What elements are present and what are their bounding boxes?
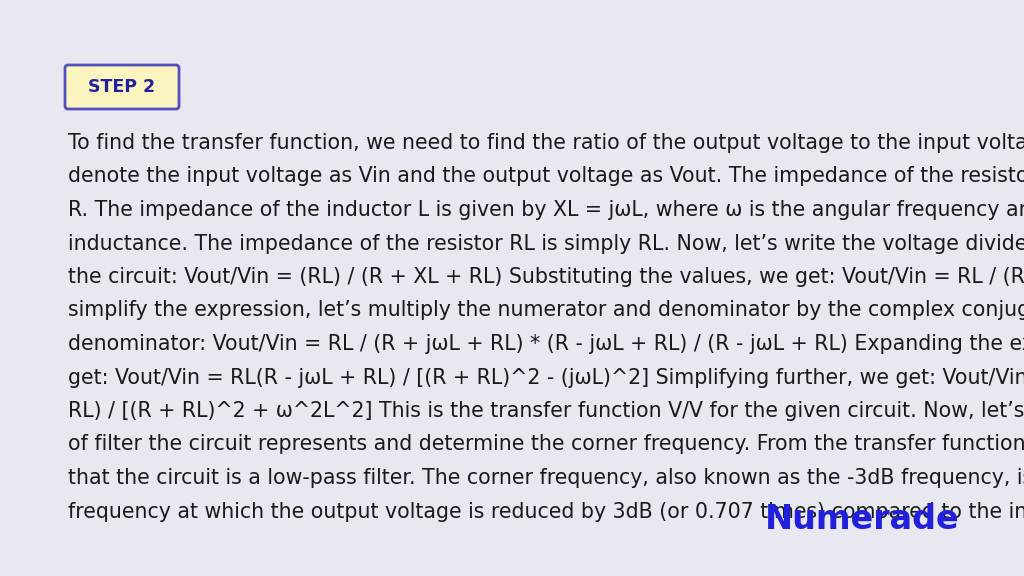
Text: RL) / [(R + RL)^2 + ω^2L^2] This is the transfer function V/V for the given circ: RL) / [(R + RL)^2 + ω^2L^2] This is the … [68, 401, 1024, 421]
Text: that the circuit is a low-pass filter. The corner frequency, also known as the -: that the circuit is a low-pass filter. T… [68, 468, 1024, 488]
Text: denominator: Vout/Vin = RL / (R + jωL + RL) * (R - jωL + RL) / (R - jωL + RL) Ex: denominator: Vout/Vin = RL / (R + jωL + … [68, 334, 1024, 354]
Text: frequency at which the output voltage is reduced by 3dB (or 0.707 times) compare: frequency at which the output voltage is… [68, 502, 1024, 521]
Text: simplify the expression, let’s multiply the numerator and denominator by the com: simplify the expression, let’s multiply … [68, 301, 1024, 320]
Text: inductance. The impedance of the resistor RL is simply RL. Now, let’s write the : inductance. The impedance of the resisto… [68, 233, 1024, 253]
Text: Numerade: Numerade [765, 503, 961, 536]
Text: get: Vout/Vin = RL(R - jωL + RL) / [(R + RL)^2 - (jωL)^2] Simplifying further, w: get: Vout/Vin = RL(R - jωL + RL) / [(R +… [68, 367, 1024, 388]
Text: denote the input voltage as Vin and the output voltage as Vout. The impedance of: denote the input voltage as Vin and the … [68, 166, 1024, 187]
Text: of filter the circuit represents and determine the corner frequency. From the tr: of filter the circuit represents and det… [68, 434, 1024, 454]
Text: R. The impedance of the inductor L is given by XL = jωL, where ω is the angular : R. The impedance of the inductor L is gi… [68, 200, 1024, 220]
Text: the circuit: Vout/Vin = (RL) / (R + XL + RL) Substituting the values, we get: Vo: the circuit: Vout/Vin = (RL) / (R + XL +… [68, 267, 1024, 287]
FancyBboxPatch shape [65, 65, 179, 109]
Text: To find the transfer function, we need to find the ratio of the output voltage t: To find the transfer function, we need t… [68, 133, 1024, 153]
Text: STEP 2: STEP 2 [88, 78, 156, 96]
